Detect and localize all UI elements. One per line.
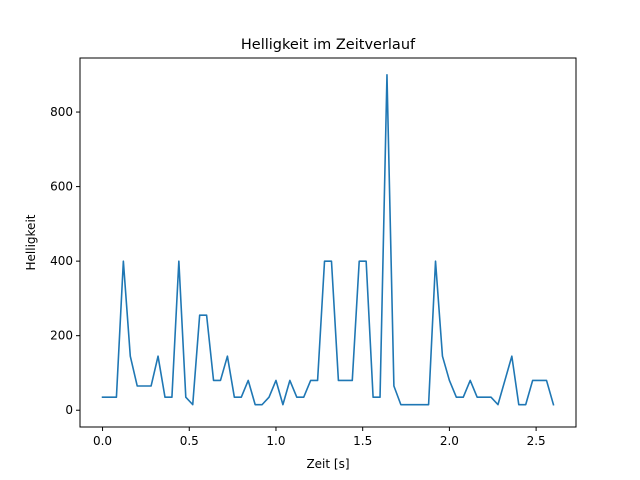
y-tick-label: 200 [50, 329, 73, 343]
x-axis-label: Zeit [s] [306, 457, 349, 471]
plot-area [79, 57, 577, 428]
chart-title: Helligkeit im Zeitverlauf [241, 37, 416, 53]
x-tick-label: 2.5 [527, 434, 546, 448]
x-tick-label: 2.0 [440, 434, 459, 448]
y-axis-ticks: 0 200 400 600 800 [50, 105, 80, 417]
y-tick-label: 400 [50, 254, 73, 268]
x-tick-label: 1.5 [353, 434, 372, 448]
axes-frame [79, 57, 577, 428]
y-tick-label: 600 [50, 180, 73, 194]
x-axis-ticks: 0.0 0.5 1.0 1.5 2.0 2.5 [93, 427, 546, 448]
y-tick-label: 800 [50, 105, 73, 119]
y-axis-label: Helligkeit [24, 214, 38, 270]
x-tick-label: 0.5 [180, 434, 199, 448]
series-line [101, 73, 555, 406]
x-tick-label: 0.0 [93, 434, 112, 448]
y-tick-label: 0 [65, 403, 73, 417]
x-tick-label: 1.0 [266, 434, 285, 448]
data-points [103, 75, 554, 405]
